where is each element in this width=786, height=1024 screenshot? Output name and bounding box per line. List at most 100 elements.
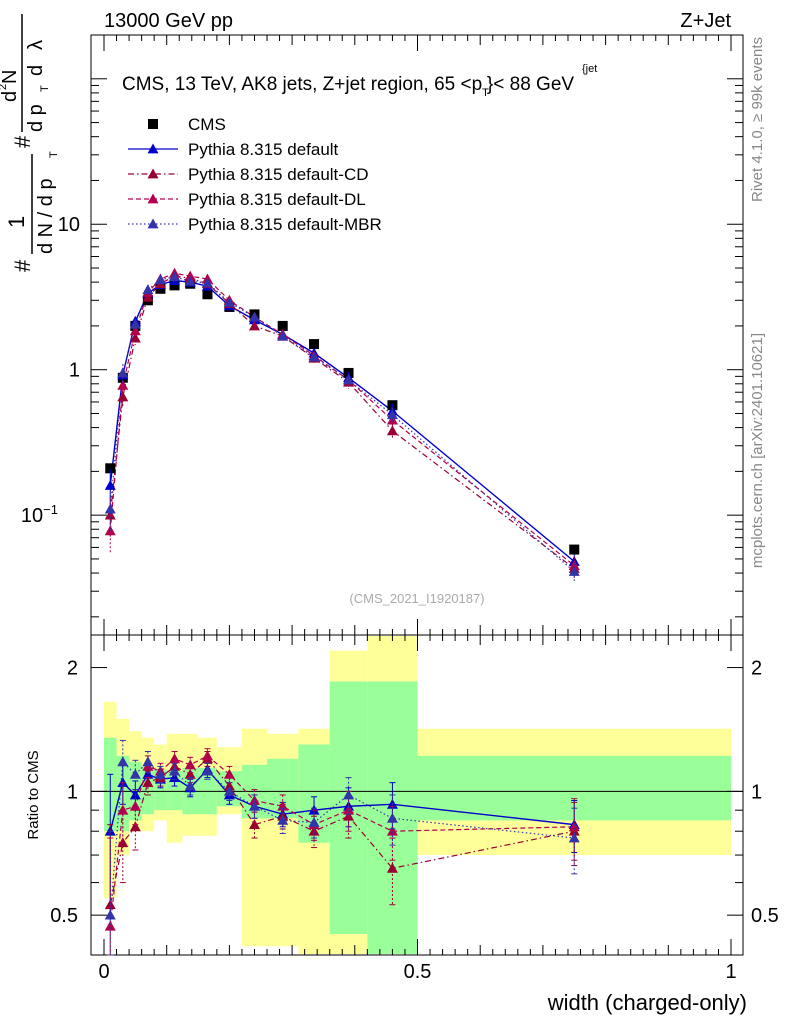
ratio-point-mbr xyxy=(117,756,129,767)
main-point-cms xyxy=(169,280,180,291)
main-point-mbr xyxy=(117,367,129,378)
main-series-markers xyxy=(104,267,580,582)
x-tick-label: 0 xyxy=(98,961,109,983)
ylabel-d2-sup: 2 xyxy=(0,84,9,90)
chart-title-sub: T xyxy=(482,87,489,99)
ratio-point-mbr xyxy=(154,768,166,779)
ratio-y-tick-label-right: 1 xyxy=(751,781,762,803)
main-y-tick-label: 10 xyxy=(58,214,80,236)
main-point-mbr xyxy=(277,330,289,341)
ratio-y-tick-label-left: 2 xyxy=(67,658,78,680)
ratio-point-cd xyxy=(142,777,154,788)
ratio-y-tick-label-right: 2 xyxy=(751,658,762,680)
x-axis-label: width (charged-only) xyxy=(547,990,747,1015)
ratio-point-dl xyxy=(129,800,141,811)
main-point-cd xyxy=(117,391,129,402)
ylabel-dlambda-d: d xyxy=(25,65,47,76)
main-point-mbr xyxy=(343,374,355,385)
main-point-cms xyxy=(277,320,288,331)
legend-label-dl: Pythia 8.315 default-DL xyxy=(188,190,366,209)
main-point-dl xyxy=(117,379,129,390)
main-y-axis-label: # 1 d N / d p T # d 2 N d p T d λ xyxy=(0,14,60,272)
analysis-watermark: (CMS_2021_I1920187) xyxy=(349,591,484,606)
main-line-dl xyxy=(109,272,575,567)
main-point-default xyxy=(104,479,116,490)
ratio-point-mbr xyxy=(142,756,154,767)
ratio-point-cd xyxy=(117,837,129,848)
main-y-tick-label-exp: −1 xyxy=(43,502,58,517)
ratio-y-tick-label-left: 0.5 xyxy=(50,905,78,927)
main-point-cms xyxy=(569,544,580,555)
legend-marker-cms xyxy=(148,119,158,129)
chart-title-sup: {jet xyxy=(582,63,597,75)
main-point-cms xyxy=(105,463,116,474)
legend-marker-default xyxy=(147,143,159,154)
ylabel-lambda: λ xyxy=(25,40,47,50)
main-point-cd xyxy=(129,332,141,343)
main-point-mbr xyxy=(142,284,154,295)
main-point-dl xyxy=(386,414,398,425)
ratio-point-dl xyxy=(386,825,398,836)
legend-label-cd: Pythia 8.315 default-CD xyxy=(188,165,369,184)
ratio-point-mbr xyxy=(343,789,355,800)
ylabel-dn-dpt: d N / d p xyxy=(35,178,57,254)
main-point-cms xyxy=(202,289,213,300)
ratio-y-tick-label-right: 0.5 xyxy=(751,905,779,927)
ylabel-t-sub-2: T xyxy=(39,85,51,92)
legend-label-default: Pythia 8.315 default xyxy=(188,140,339,159)
ylabel-dp: d p xyxy=(25,104,47,132)
main-point-mbr xyxy=(201,277,213,288)
ratio-point-dl xyxy=(104,920,116,931)
ratio-series-markers xyxy=(104,739,580,956)
main-point-mbr xyxy=(223,296,235,307)
ylabel-d2: d xyxy=(0,91,21,102)
ratio-point-mbr xyxy=(223,785,235,796)
ylabel-t-sub-1: T xyxy=(48,151,60,158)
main-line-mbr xyxy=(109,276,575,572)
legend-marker-dl xyxy=(147,193,159,204)
main-point-mbr xyxy=(308,351,320,362)
ratio-point-dl xyxy=(184,759,196,770)
x-tick-label: 1 xyxy=(725,961,736,983)
chart-title-end: }< 88 GeV xyxy=(487,74,574,95)
chart-title-main: CMS, 13 TeV, AK8 jets, Z+jet region, 65 … xyxy=(122,74,482,95)
ratio-point-cd xyxy=(223,780,235,791)
ratio-uncertainty-bands xyxy=(104,636,731,954)
legend-marker-mbr xyxy=(147,218,159,229)
ylabel-one: 1 xyxy=(4,216,29,228)
ratio-y-tick-label-left: 1 xyxy=(67,781,78,803)
main-line-default xyxy=(109,279,575,563)
ylabel-hash-2: # xyxy=(10,135,35,148)
main-y-tick-label: 10−1 xyxy=(21,502,58,527)
main-series-lines xyxy=(109,272,575,572)
main-point-cd xyxy=(248,320,260,331)
ylabel-n: N xyxy=(0,70,21,84)
ratio-point-mbr xyxy=(169,765,181,776)
header-left: 13000 GeV pp xyxy=(104,10,233,32)
main-point-mbr xyxy=(104,503,116,514)
main-point-mbr xyxy=(248,311,260,322)
ratio-point-dl xyxy=(201,750,213,761)
legend: CMS Pythia 8.315 default Pythia 8.315 defa… xyxy=(128,115,382,234)
ratio-point-mbr xyxy=(308,816,320,827)
main-y-tick-label-base: 10 xyxy=(21,505,43,527)
ratio-point-dl xyxy=(117,804,129,815)
side-label-rivet: Rivet 4.1.0, ≥ 99k events xyxy=(749,37,766,202)
main-line-cd xyxy=(109,275,575,569)
x-tick-label: 0.5 xyxy=(404,961,432,983)
ratio-point-mbr xyxy=(386,812,398,823)
ratio-point-cd xyxy=(386,862,398,873)
main-point-dl xyxy=(184,270,196,281)
ratio-y-axis-label: Ratio to CMS xyxy=(25,750,42,839)
ratio-point-dl xyxy=(568,821,580,832)
ratio-point-cd xyxy=(129,821,141,832)
main-point-mbr xyxy=(129,318,141,329)
main-point-mbr xyxy=(568,565,580,576)
main-point-cd xyxy=(386,425,398,436)
ratio-point-mbr xyxy=(248,800,260,811)
ratio-point-dl xyxy=(223,768,235,779)
side-label-mcplots: mcplots.cern.ch [arXiv:2401.10621] xyxy=(749,333,766,568)
ratio-point-mbr xyxy=(104,909,116,920)
